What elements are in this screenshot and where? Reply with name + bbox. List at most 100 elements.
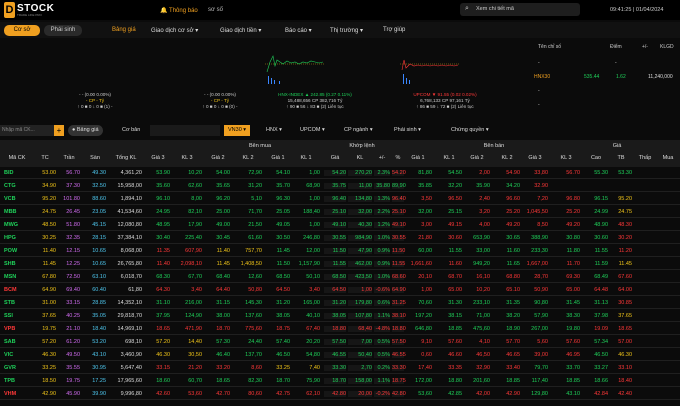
- stock-symbol[interactable]: HPG: [4, 235, 16, 241]
- col-header[interactable]: TC: [41, 155, 49, 161]
- dropdown-chung-quyen[interactable]: Chứng quyền ▾: [451, 127, 489, 133]
- col-header[interactable]: Giá 3: [528, 155, 542, 161]
- board-toggle[interactable]: ● Bảng giá: [68, 125, 103, 136]
- menu-gd-coso[interactable]: Giao dịch cơ sở ▾: [151, 28, 199, 34]
- col-header[interactable]: Mã CK: [8, 155, 26, 161]
- col-header[interactable]: Giá 3: [151, 155, 165, 161]
- blurred-field[interactable]: [150, 125, 220, 136]
- stock-symbol[interactable]: SSI: [4, 313, 13, 319]
- table-cell: 134,80: [348, 196, 372, 202]
- col-header[interactable]: Giá: [330, 155, 340, 161]
- stock-symbol[interactable]: BID: [4, 170, 14, 176]
- table-row[interactable]: VCB 95.20 101.80 88.60 1,894,10 96.10 8,00 96.2…: [0, 193, 680, 205]
- table-row[interactable]: MBB 24.75 26.45 23.05 41,534,60 24.95 82,10 25.…: [0, 206, 680, 218]
- col-header[interactable]: Mua: [662, 155, 674, 161]
- menu-tro-giup[interactable]: Trợ giúp: [383, 27, 406, 33]
- stock-symbol[interactable]: VCB: [4, 196, 16, 202]
- col-header[interactable]: +/-: [378, 155, 386, 161]
- index-hnx[interactable]: HNX-INDEX ▲ 242.85 (0.27 0.11%) 15,488,6…: [255, 92, 375, 110]
- notification-link[interactable]: 🔔 Thông báo: [160, 7, 198, 14]
- table-cell: 7,40: [309, 365, 320, 371]
- dropdown-vn30[interactable]: VN30 ▾: [224, 125, 251, 136]
- col-header[interactable]: Sàn: [90, 155, 100, 161]
- table-row[interactable]: STB 31.00 33.15 28.85 14,352,10 31.10 216,00 31…: [0, 297, 680, 309]
- dropdown-cp-nganh[interactable]: CP ngành ▾: [344, 127, 373, 133]
- symbol-input[interactable]: Nhập mã CK...: [0, 125, 60, 136]
- tab-coso[interactable]: Cơ sở: [4, 25, 40, 36]
- menu-gd-tien[interactable]: Giao dịch tiền ▾: [220, 28, 262, 34]
- menu-bang-gia[interactable]: Bảng giá: [112, 27, 136, 33]
- stock-symbol[interactable]: BCM: [4, 287, 17, 293]
- stock-symbol[interactable]: TPB: [4, 378, 15, 384]
- index-vn30[interactable]: - - (0.00 0.00%) - CP - Tỷ ↑ 0 ■ 0 ↓ 0 ■…: [165, 92, 275, 110]
- table-row[interactable]: VIC 46.30 49.50 43.10 3,460,90 46.30 30,50 46.4…: [0, 349, 680, 361]
- col-header[interactable]: KL 3: [560, 155, 572, 161]
- table-row[interactable]: TPB 18.50 19.75 17.25 17,965,60 18.60 60,70 18.…: [0, 375, 680, 387]
- col-header[interactable]: Giá 1: [411, 155, 425, 161]
- dropdown-upcom[interactable]: UPCOM ▾: [300, 127, 325, 133]
- col-header[interactable]: Tổng KL: [115, 155, 137, 161]
- hnx-mini-chart[interactable]: [265, 42, 325, 86]
- col-header[interactable]: KL 2: [501, 155, 513, 161]
- table-cell: 96.30: [276, 196, 290, 202]
- stock-symbol[interactable]: MSN: [4, 274, 17, 280]
- stock-symbol[interactable]: GVR: [4, 365, 16, 371]
- index-vnindex[interactable]: - - (0.00 0.00%) - CP - Tỷ ↑ 0 ■ 0 ↓ 0 ■…: [40, 92, 150, 110]
- stock-symbol[interactable]: MBB: [4, 209, 17, 215]
- stock-symbol[interactable]: POW: [4, 248, 18, 254]
- stock-symbol[interactable]: VHM: [4, 391, 17, 397]
- table-row[interactable]: BCM 64.90 69.40 60.40 61,80 64.30 3,40 64.40 50,…: [0, 284, 680, 296]
- col-header[interactable]: TB: [617, 155, 625, 161]
- menu-bao-cao[interactable]: Báo cáo ▾: [285, 28, 312, 34]
- col-header[interactable]: Giá 2: [470, 155, 484, 161]
- table-row[interactable]: SAB 57.20 61.20 53.20 698,10 57.20 14,40 57.30 2…: [0, 336, 680, 348]
- col-header[interactable]: KL: [356, 155, 364, 161]
- table-row[interactable]: SHB 11.45 12.25 10.65 26,765,80 11.40 2,098,10…: [0, 258, 680, 270]
- tab-phaisinh[interactable]: Phái sinh: [44, 25, 82, 36]
- table-row[interactable]: HPG 30.25 32.35 28.15 37,384,10 30.40 225,40 30…: [0, 232, 680, 244]
- dropdown-hnx[interactable]: HNX ▾: [266, 127, 282, 133]
- col-header[interactable]: KL 1: [443, 155, 455, 161]
- side-name[interactable]: HNX30: [534, 74, 551, 80]
- col-header[interactable]: Cao: [590, 155, 602, 161]
- stock-symbol[interactable]: MWG: [4, 222, 19, 228]
- table-row[interactable]: BID 53.00 56.70 49.30 4,361,20 53.90 10,20 54.0…: [0, 167, 680, 179]
- dstock-logo[interactable]: D STOCK TRADE LIKE PRO: [4, 2, 54, 18]
- col-header[interactable]: Thấp: [638, 155, 652, 161]
- table-row[interactable]: CTG 34.90 37.30 32.50 15,958,00 35.60 62,60 35.…: [0, 180, 680, 192]
- table-row[interactable]: POW 11.40 12.15 10.65 8,068,00 11.35 607,90 11.…: [0, 245, 680, 257]
- table-row[interactable]: VHM 42.90 45.90 39.90 9,996,80 42.60 53,60 42.7…: [0, 388, 680, 400]
- stock-symbol[interactable]: SAB: [4, 339, 16, 345]
- table-row[interactable]: MWG 48.50 51.80 45.15 12,080,80 48.95 17,90 49.…: [0, 219, 680, 231]
- col-header[interactable]: %: [395, 155, 401, 161]
- index-upcom[interactable]: UPCOM ▼ 91.55 (0.02 0.02%) 6,768,133 CP …: [385, 92, 505, 110]
- col-header[interactable]: KL 1: [300, 155, 312, 161]
- table-cell: 25.20: [566, 209, 580, 215]
- col-header[interactable]: KL 3: [181, 155, 193, 161]
- col-header[interactable]: KL 2: [242, 155, 254, 161]
- col-header[interactable]: Giá 1: [271, 155, 285, 161]
- table-row[interactable]: VPB 19.75 21.10 18.40 14,969,10 18.65 471,90 18…: [0, 323, 680, 335]
- stock-symbol[interactable]: VPB: [4, 326, 16, 332]
- search-box[interactable]: ⌕ Xem chi tiết mã: [460, 3, 580, 16]
- stock-symbol[interactable]: CTG: [4, 183, 16, 189]
- stock-symbol[interactable]: SHB: [4, 261, 16, 267]
- table-cell: 57.60: [566, 339, 580, 345]
- stock-symbol[interactable]: STB: [4, 300, 15, 306]
- add-symbol-button[interactable]: +: [54, 125, 64, 136]
- menu-thi-truong[interactable]: Thị trường ▾: [330, 28, 363, 34]
- sodo-link[interactable]: sơ số: [208, 7, 223, 13]
- col-header[interactable]: Trần: [63, 155, 75, 161]
- table-cell: 18.80: [392, 326, 406, 332]
- table-row[interactable]: MSN 67.80 72.50 63.10 6,018,70 68.30 67,70 68.4…: [0, 271, 680, 283]
- table-row[interactable]: GVR 33.25 35.55 30.95 5,647,40 33.15 21,20 33.2…: [0, 362, 680, 374]
- table-cell: 39.90: [92, 391, 106, 397]
- col-header[interactable]: Giá 2: [211, 155, 225, 161]
- upcom-mini-chart[interactable]: [400, 42, 460, 86]
- table-cell: 53.00: [42, 170, 56, 176]
- basic-button[interactable]: Cơ bản: [122, 127, 141, 133]
- dropdown-phai-sinh[interactable]: Phái sinh ▾: [394, 127, 421, 133]
- table-cell: 25.05: [276, 209, 290, 215]
- table-row[interactable]: SSI 37.65 40.25 35.05 29,818,70 37.95 124,90 38…: [0, 310, 680, 322]
- stock-symbol[interactable]: VIC: [4, 352, 14, 358]
